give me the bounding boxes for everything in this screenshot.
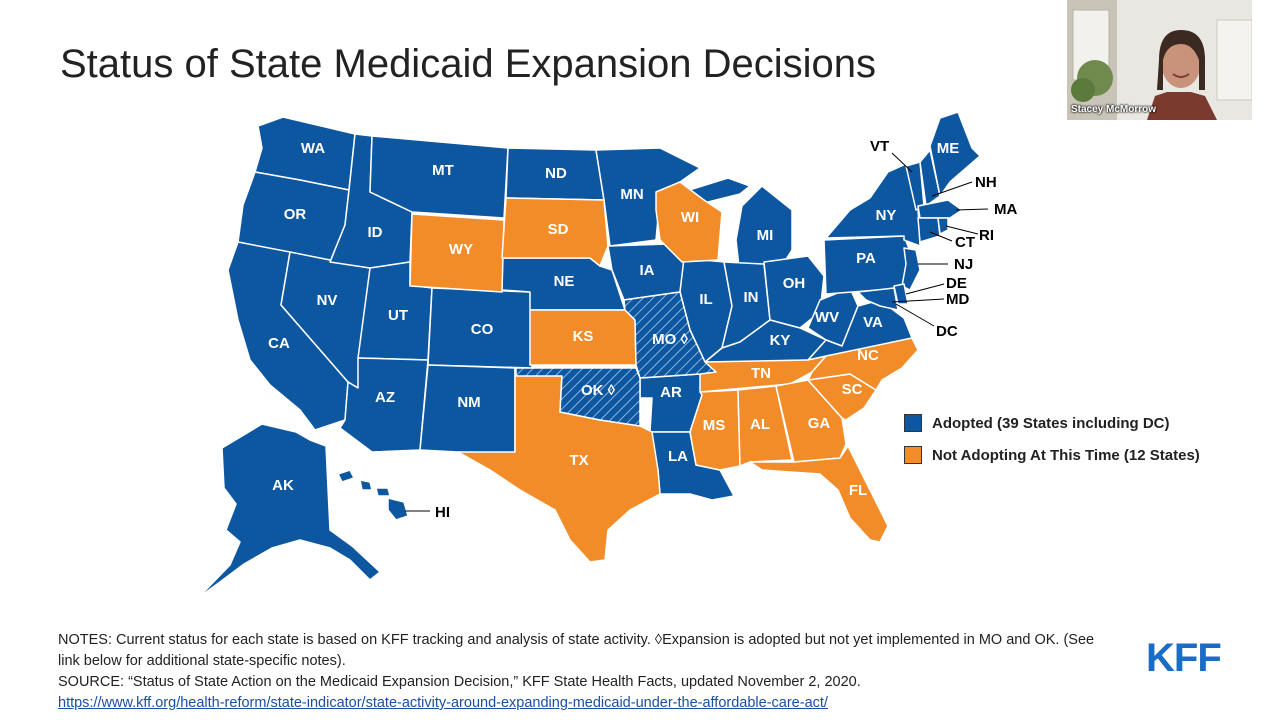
label-al: AL [750, 416, 770, 433]
label-ms: MS [703, 417, 726, 434]
state-fl [749, 445, 889, 543]
state-mo [623, 291, 717, 379]
label-oh: OH [783, 275, 806, 292]
label-de: DE [946, 275, 967, 292]
state-ma [917, 199, 963, 219]
label-sd: SD [548, 221, 569, 238]
label-pa: PA [856, 250, 876, 267]
label-co: CO [471, 321, 494, 338]
label-nc: NC [857, 347, 879, 364]
state-tn [699, 355, 827, 393]
label-or: OR [284, 206, 307, 223]
kff-logo: KFF [1146, 636, 1222, 680]
label-wv: WV [815, 309, 839, 326]
label-nh: NH [975, 174, 997, 191]
label-in: IN [744, 289, 759, 306]
label-ak: AK [272, 477, 294, 494]
label-md: MD [946, 291, 969, 308]
label-tn: TN [751, 365, 771, 382]
label-ca: CA [268, 335, 290, 352]
label-dc: DC [936, 323, 958, 340]
slide-title: Status of State Medicaid Expansion Decis… [60, 42, 876, 86]
label-ct: CT [955, 234, 975, 251]
label-la: LA [668, 448, 688, 465]
label-ia: IA [640, 262, 655, 279]
label-mi: MI [757, 227, 774, 244]
label-nd: ND [545, 165, 567, 182]
state-me [929, 111, 981, 197]
label-va: VA [863, 314, 883, 331]
label-ks: KS [573, 328, 594, 345]
label-wa: WA [301, 140, 325, 157]
legend-not-adopting-swatch [904, 446, 922, 464]
label-mt: MT [432, 162, 454, 179]
source-link[interactable]: https://www.kff.org/health-reform/state-… [58, 695, 828, 711]
source-text: SOURCE: “Status of State Action on the M… [58, 674, 861, 690]
webcam-image [1067, 0, 1252, 120]
label-wy: WY [449, 241, 473, 258]
state-nj [901, 247, 921, 291]
legend-adopted: Adopted (39 States including DC) [904, 412, 1200, 434]
legend-not-adopting-label: Not Adopting At This Time (12 States) [932, 446, 1200, 464]
state-nc [807, 337, 919, 391]
label-ar: AR [660, 384, 682, 401]
map-legend: Adopted (39 States including DC) Not Ado… [904, 412, 1200, 476]
legend-adopted-swatch [904, 414, 922, 432]
state-md [857, 287, 899, 311]
label-nv: NV [317, 292, 338, 309]
label-ri: RI [979, 227, 994, 244]
label-fl: FL [849, 482, 867, 499]
state-de [893, 283, 909, 305]
label-hi: HI [435, 504, 450, 521]
label-il: IL [699, 291, 712, 308]
state-ri [937, 217, 949, 235]
notes-section: NOTES: Current status for each state is … [58, 630, 1118, 714]
state-wi [655, 181, 723, 263]
label-mn: MN [620, 186, 643, 203]
notes-text: NOTES: Current status for each state is … [58, 632, 1095, 669]
label-ok: OK ◊ [581, 382, 616, 399]
label-ut: UT [388, 307, 408, 324]
label-id: ID [368, 224, 383, 241]
label-mo: MO ◊ [652, 331, 688, 348]
state-ak [197, 423, 381, 599]
state-sd [501, 197, 609, 267]
state-wy [409, 213, 505, 293]
state-al [737, 385, 793, 467]
label-nj: NJ [954, 256, 973, 273]
label-me: ME [937, 140, 960, 157]
label-ne: NE [554, 273, 575, 290]
state-ok [515, 367, 641, 427]
state-hi [337, 469, 409, 521]
label-sc: SC [842, 381, 863, 398]
state-mt [369, 135, 509, 219]
label-wi: WI [681, 209, 699, 226]
label-ma: MA [994, 201, 1017, 218]
label-ky: KY [770, 332, 791, 349]
legend-not-adopting: Not Adopting At This Time (12 States) [904, 444, 1200, 466]
state-ct [917, 217, 941, 243]
label-az: AZ [375, 389, 395, 406]
label-tx: TX [569, 452, 588, 469]
label-vt: VT [870, 138, 889, 155]
state-ny [825, 163, 921, 247]
label-ga: GA [808, 415, 831, 432]
webcam-name: Stacey McMorrow [1071, 104, 1157, 115]
webcam-thumbnail: Stacey McMorrow [1067, 0, 1252, 120]
label-nm: NM [457, 394, 480, 411]
legend-adopted-label: Adopted (39 States including DC) [932, 414, 1170, 432]
label-ny: NY [876, 207, 897, 224]
